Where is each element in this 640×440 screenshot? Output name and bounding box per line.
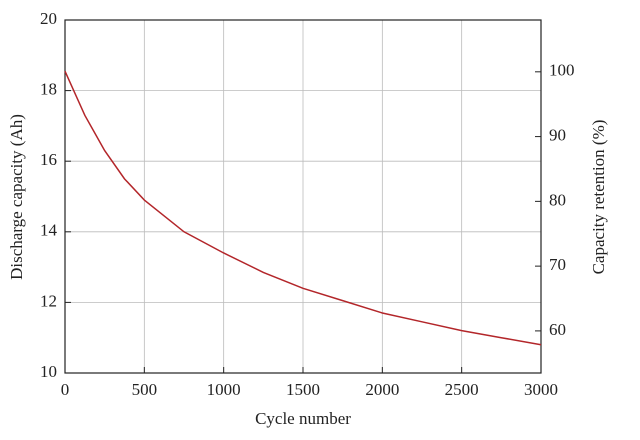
x-tick-label: 500 xyxy=(132,380,158,399)
y-tick-label: 10 xyxy=(40,362,57,381)
y-tick-label: 20 xyxy=(40,9,57,28)
data-line xyxy=(64,70,542,346)
y2-axis-label: Capacity retention (%) xyxy=(589,120,608,275)
y-tick-label: 16 xyxy=(40,150,57,169)
y-tick-label: 18 xyxy=(40,80,57,99)
y-tick-label: 14 xyxy=(40,221,58,240)
y2-tick-label: 80 xyxy=(549,190,566,209)
x-axis-label: Cycle number xyxy=(255,409,351,428)
x-tick-label: 2000 xyxy=(365,380,399,399)
plot-frame xyxy=(64,19,542,374)
x-tick-label: 1000 xyxy=(207,380,241,399)
y2-tick-label: 60 xyxy=(549,320,566,339)
x-tick-label: 2500 xyxy=(445,380,479,399)
y2-tick-label: 90 xyxy=(549,125,566,144)
y-axis-label: Discharge capacity (Ah) xyxy=(7,114,26,280)
x-tick-label: 0 xyxy=(61,380,70,399)
y-tick-label: 12 xyxy=(40,291,57,310)
x-tick-label: 3000 xyxy=(524,380,558,399)
x-tick-label: 1500 xyxy=(286,380,320,399)
y2-tick-label: 70 xyxy=(549,255,566,274)
y2-tick-label: 100 xyxy=(549,61,575,80)
